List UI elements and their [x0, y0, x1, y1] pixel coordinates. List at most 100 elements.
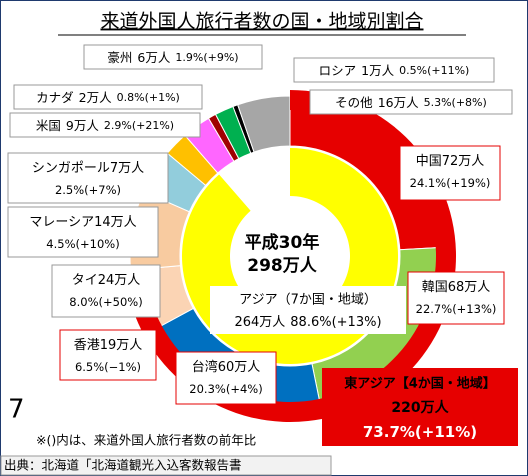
data-label: 2.5%(+7%) — [55, 183, 121, 197]
label-part: 24万人 — [98, 273, 141, 288]
label-part: マレーシア — [29, 215, 94, 230]
label-box — [175, 351, 277, 405]
data-label: 中国72万人 — [416, 154, 485, 169]
pie-segment — [237, 95, 291, 153]
label-part: ロシア — [319, 63, 357, 78]
label-part: (+8%) — [452, 96, 487, 109]
source-note: 出典：北海道「北海道観光入込客数報告書 — [4, 458, 242, 473]
label-part: 72万人 — [442, 154, 485, 169]
label-part: 264万人 — [234, 315, 285, 330]
label-part: (+13%) — [452, 302, 496, 316]
data-label: 4.5%(+10%) — [46, 237, 119, 251]
label-part: 8.0% — [69, 295, 98, 309]
label-part: (+11%) — [415, 423, 477, 441]
group-label: 220万人 — [391, 399, 449, 416]
label-part: 20.3% — [189, 382, 226, 396]
page-number: 7 — [8, 395, 25, 425]
label-part: 2.5% — [55, 183, 84, 197]
label-part: 6万人 — [137, 50, 170, 65]
label-part: 豪州 — [107, 50, 132, 65]
label-part: 60万人 — [218, 360, 261, 375]
label-part: 73.7% — [363, 423, 415, 441]
label-part: 0.8% — [117, 91, 145, 104]
label-part: 中国 — [416, 154, 442, 169]
data-label: 米国 9万人 2.9%(+21%) — [36, 118, 174, 133]
group-label: 東アジア【4か国・地域】 — [344, 376, 496, 392]
label-part: 24.1% — [410, 176, 447, 190]
label-part: 1.9% — [175, 51, 203, 64]
label-box — [7, 152, 169, 204]
data-label: その他 16万人 5.3%(+8%) — [335, 95, 487, 110]
label-part: 22.7% — [416, 302, 453, 316]
label-part: (−1%) — [104, 360, 141, 374]
label-part: 香港 — [74, 338, 100, 353]
data-label: マレーシア14万人 — [29, 215, 136, 230]
label-box — [9, 112, 201, 138]
group-box — [322, 368, 518, 446]
center-hole — [232, 198, 348, 314]
label-box — [13, 84, 203, 110]
label-box — [399, 145, 501, 201]
source-box — [0, 455, 332, 476]
label-part: カナダ — [36, 90, 74, 105]
data-label: シンガポール7万人 — [32, 161, 144, 176]
label-part: 6.5% — [75, 360, 104, 374]
label-box — [59, 329, 157, 381]
label-part: (+19%) — [446, 176, 490, 190]
data-label: 22.7%(+13%) — [416, 302, 497, 316]
group-label: 73.7%(+11%) — [363, 423, 477, 441]
data-label: 韓国68万人 — [422, 280, 491, 295]
label-part: その他 — [335, 95, 373, 110]
label-part: 68万人 — [448, 280, 491, 295]
data-label: 香港19万人 — [74, 338, 143, 353]
label-part: シンガポール — [32, 161, 110, 176]
label-part: 16万人 — [378, 95, 419, 110]
label-part: 14万人 — [94, 215, 137, 230]
label-box — [7, 206, 159, 258]
center-text: 平成30年 — [245, 232, 320, 253]
chart-title: 来道外国人旅行者数の国・地域別割合 — [100, 11, 423, 33]
label-part: 2万人 — [79, 90, 112, 105]
label-part: 米国 — [36, 118, 61, 133]
data-label: 豪州 6万人 1.9%(+9%) — [107, 50, 238, 65]
center-text: 298万人 — [247, 256, 317, 276]
label-part: 0.5% — [399, 64, 427, 77]
label-part: 台湾 — [192, 359, 218, 375]
data-label: ロシア 1万人 0.5%(+11%) — [319, 63, 470, 78]
label-box — [210, 286, 406, 334]
label-part: 19万人 — [100, 338, 143, 353]
label-part: 韓国 — [422, 280, 448, 295]
label-part: 5.3% — [424, 96, 452, 109]
label-box — [309, 89, 513, 115]
label-part: 4.5% — [46, 237, 75, 251]
label-box — [83, 44, 263, 70]
group-label: 264万人 88.6%(+13%) — [234, 315, 381, 330]
data-label: 台湾60万人 — [192, 359, 261, 375]
label-part: タイ — [72, 273, 98, 288]
label-part: 2.9% — [104, 119, 132, 132]
data-label: タイ24万人 — [72, 273, 141, 288]
label-part: (+7%) — [84, 183, 121, 197]
data-label: 8.0%(+50%) — [69, 295, 142, 309]
label-part: (+9%) — [203, 51, 238, 64]
data-label: 24.1%(+19%) — [410, 176, 491, 190]
label-part: 9万人 — [66, 118, 99, 133]
data-label: カナダ 2万人 0.8%(+1%) — [36, 90, 180, 105]
label-part: (+10%) — [76, 237, 120, 251]
data-label: 6.5%(−1%) — [75, 360, 141, 374]
label-part: 88.6% — [290, 315, 331, 330]
label-part: (+21%) — [132, 119, 174, 132]
label-part: (+1%) — [145, 91, 180, 104]
label-part: 1万人 — [361, 63, 394, 78]
label-part: (+13%) — [332, 315, 382, 330]
label-part: (+11%) — [427, 64, 469, 77]
footnote: ※()内は、来道外国人旅行者数の前年比 — [36, 433, 256, 448]
label-box — [407, 271, 505, 325]
group-label: アジア（7か国・地域） — [239, 293, 377, 308]
label-part: (+50%) — [99, 295, 143, 309]
label-part: 7万人 — [110, 161, 144, 176]
label-part: (+4%) — [226, 382, 263, 396]
label-box — [293, 57, 495, 83]
label-box — [51, 264, 161, 318]
